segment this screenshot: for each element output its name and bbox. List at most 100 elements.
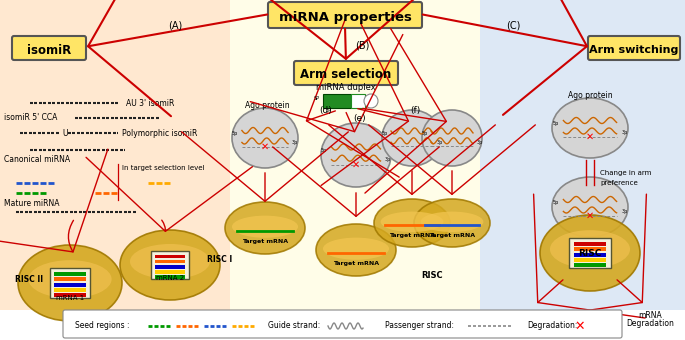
Ellipse shape [323, 238, 389, 260]
Ellipse shape [316, 224, 396, 276]
Text: Ago protein: Ago protein [245, 101, 290, 109]
Bar [155, 270, 185, 274]
Bar [155, 255, 185, 258]
Bar [573, 242, 606, 246]
Text: 5p: 5p [553, 200, 559, 205]
Text: Change in arm: Change in arm [600, 170, 651, 176]
Ellipse shape [382, 110, 442, 166]
Ellipse shape [130, 244, 210, 279]
Text: Passenger strand:: Passenger strand: [385, 322, 454, 330]
Bar [230, 0, 480, 310]
Bar [54, 293, 86, 298]
Text: 5p: 5p [321, 148, 327, 153]
Bar [0, 0, 230, 310]
Text: (A): (A) [168, 21, 182, 31]
Ellipse shape [550, 230, 630, 268]
FancyBboxPatch shape [50, 268, 90, 298]
FancyBboxPatch shape [268, 2, 422, 28]
Text: Arm selection: Arm selection [301, 68, 392, 82]
Ellipse shape [374, 199, 450, 247]
FancyBboxPatch shape [151, 251, 189, 279]
Text: mRNA 1: mRNA 1 [56, 295, 84, 301]
Text: Target mRNA: Target mRNA [333, 260, 379, 266]
Text: ✕: ✕ [586, 132, 594, 142]
Text: isomiR: isomiR [27, 44, 71, 56]
Bar [323, 94, 351, 108]
FancyBboxPatch shape [588, 36, 680, 60]
Text: mRNA 2: mRNA 2 [156, 275, 184, 281]
Text: 3p: 3p [477, 140, 483, 145]
Ellipse shape [120, 230, 220, 300]
FancyBboxPatch shape [12, 36, 86, 60]
Ellipse shape [28, 260, 112, 298]
Text: 3p: 3p [292, 140, 298, 145]
Text: Degradation:: Degradation: [527, 322, 577, 330]
Text: 3p: 3p [621, 130, 627, 135]
Text: Seed regions :: Seed regions : [75, 322, 129, 330]
Bar [54, 277, 86, 281]
Bar [480, 0, 685, 310]
Text: ✕: ✕ [352, 159, 360, 170]
Bar [573, 258, 606, 262]
Ellipse shape [232, 108, 298, 168]
Ellipse shape [540, 215, 640, 291]
Text: preference: preference [600, 180, 638, 186]
Ellipse shape [422, 110, 482, 166]
Text: RISC: RISC [578, 249, 601, 257]
Bar [351, 94, 365, 108]
Text: 5p: 5p [553, 121, 559, 126]
Text: In target selection level: In target selection level [122, 165, 205, 171]
Text: 3P: 3P [326, 108, 332, 114]
Text: mRNA: mRNA [518, 310, 542, 320]
Text: ✕: ✕ [261, 142, 269, 152]
Text: RISC II: RISC II [15, 275, 43, 285]
Text: (f): (f) [410, 105, 420, 115]
Ellipse shape [414, 199, 490, 247]
Text: Target mRNA: Target mRNA [389, 233, 435, 238]
Ellipse shape [18, 245, 122, 321]
Ellipse shape [225, 202, 305, 254]
Text: Guide strand:: Guide strand: [268, 322, 321, 330]
Ellipse shape [321, 123, 391, 187]
Text: 3p: 3p [385, 157, 391, 162]
Text: Mature miRNA: Mature miRNA [4, 199, 60, 207]
Text: AU 3' isomiR: AU 3' isomiR [126, 99, 175, 107]
Text: Ago protein: Ago protein [568, 90, 612, 100]
Text: (e): (e) [353, 114, 366, 122]
Bar [573, 247, 606, 251]
Text: 3p: 3p [436, 140, 443, 145]
Ellipse shape [381, 211, 443, 232]
Text: Target mRNA: Target mRNA [242, 238, 288, 243]
Text: (C): (C) [506, 21, 520, 31]
Bar [155, 265, 185, 269]
Bar [54, 288, 86, 292]
FancyBboxPatch shape [63, 310, 622, 338]
Text: SP: SP [314, 96, 320, 101]
Bar [573, 253, 606, 257]
Bar [573, 264, 606, 267]
Bar [54, 283, 86, 287]
Text: ✕: ✕ [586, 211, 594, 221]
Ellipse shape [421, 211, 484, 232]
Text: Polymorphic isomiR: Polymorphic isomiR [122, 129, 197, 137]
Text: miRNA duplex: miRNA duplex [316, 84, 376, 92]
Text: (B): (B) [355, 41, 369, 51]
Text: miRNA properties: miRNA properties [279, 11, 412, 23]
Text: Target mRNA: Target mRNA [429, 233, 475, 238]
FancyBboxPatch shape [294, 61, 398, 85]
Text: RISC: RISC [421, 271, 443, 279]
Text: 5p: 5p [232, 131, 238, 136]
Bar [54, 272, 86, 276]
Ellipse shape [552, 177, 628, 237]
Ellipse shape [232, 216, 298, 238]
Text: 5p: 5p [381, 131, 388, 136]
Text: translation repression: translation repression [495, 321, 564, 325]
Text: Canonical miRNA: Canonical miRNA [4, 155, 70, 165]
Circle shape [364, 94, 378, 108]
Text: U: U [62, 129, 68, 137]
FancyBboxPatch shape [569, 238, 611, 268]
Text: Degradation: Degradation [626, 319, 674, 327]
Text: RISC I: RISC I [207, 255, 232, 265]
Text: (d): (d) [320, 105, 332, 115]
Text: Arm switching: Arm switching [589, 45, 679, 55]
